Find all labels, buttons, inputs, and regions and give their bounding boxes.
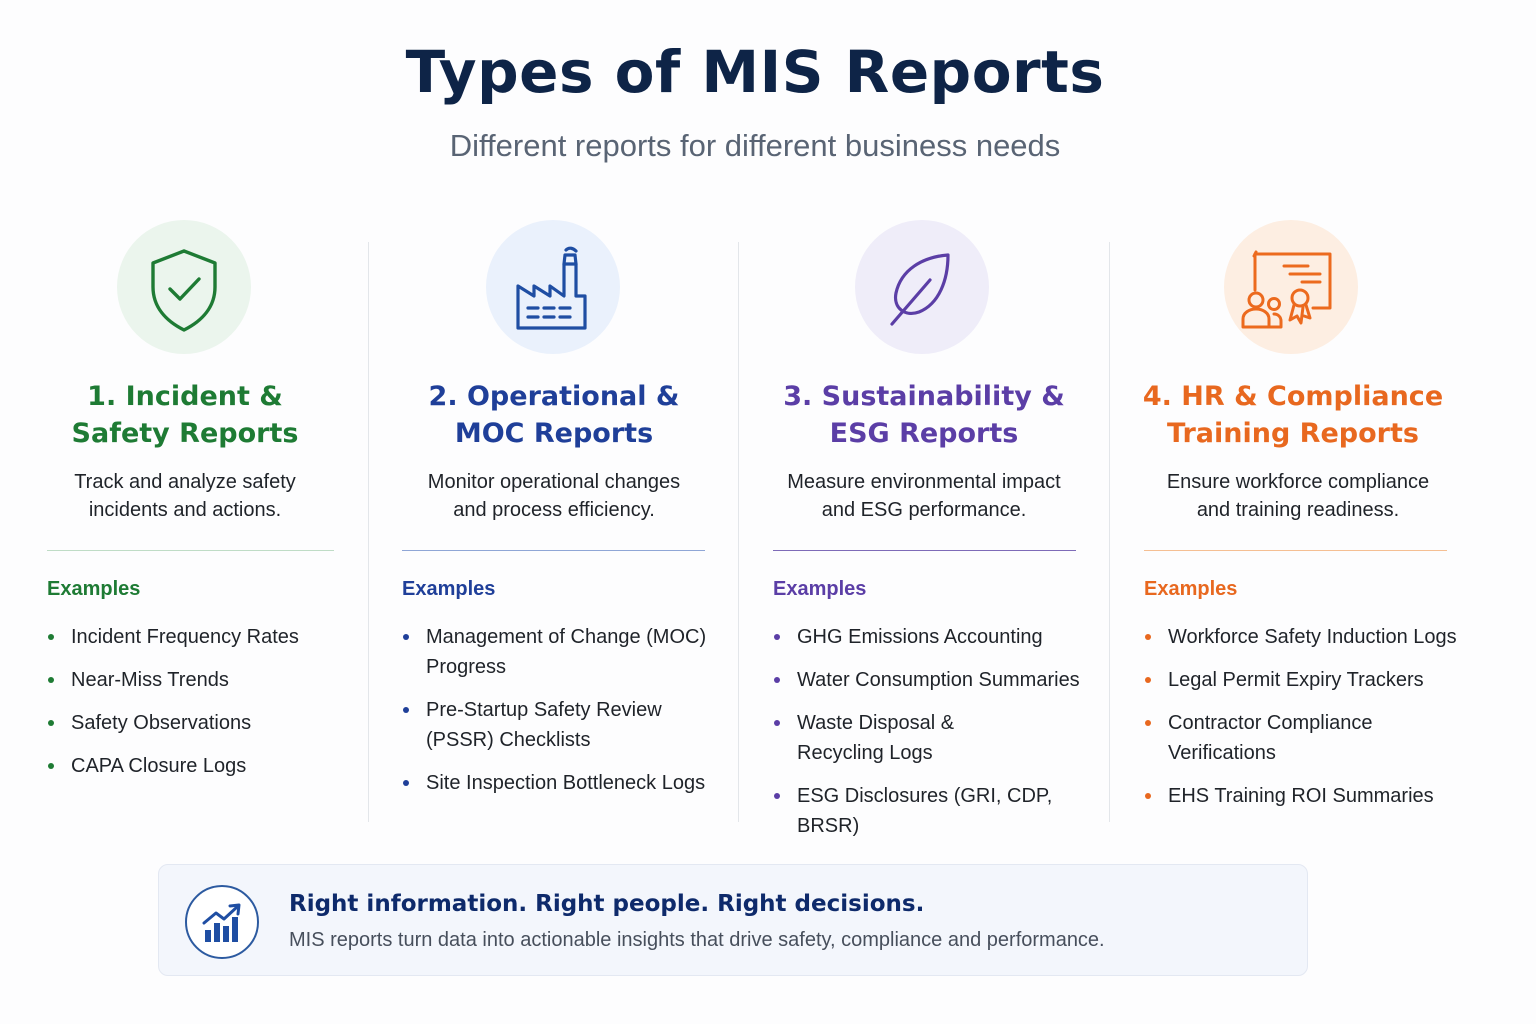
card-description: Track and analyze safety incidents and a… xyxy=(74,471,296,521)
list-item: Safety Observations xyxy=(47,708,362,738)
card-title: 3. Sustainability & ESG Reports xyxy=(783,381,1065,449)
list-item: Legal Permit Expiry Trackers xyxy=(1144,665,1489,695)
bar-chart-growth-icon xyxy=(185,885,259,959)
examples-label: Examples xyxy=(402,578,496,600)
shield-check-icon xyxy=(117,220,251,354)
list-item: Site Inspection Bottleneck Logs xyxy=(402,768,732,798)
card-description: Ensure workforce compliance and training… xyxy=(1166,471,1430,521)
training-certificate-icon xyxy=(1224,220,1358,354)
report-card-incident-safety: 1. Incident & Safety Reports Track and a… xyxy=(0,220,368,820)
leaf-icon xyxy=(855,220,989,354)
examples-list: GHG Emissions Accounting Water Consumpti… xyxy=(773,622,1105,841)
list-item: Pre-Startup Safety Review (PSSR) Checklis… xyxy=(402,695,732,755)
column-divider xyxy=(1109,242,1110,822)
list-item: Incident Frequency Rates xyxy=(47,622,362,652)
examples-label: Examples xyxy=(1144,578,1238,600)
list-item: Contractor Compliance Verifications xyxy=(1144,708,1489,768)
list-item: Water Consumption Summaries xyxy=(773,665,1105,695)
examples-label: Examples xyxy=(47,578,141,600)
list-item: Near-Miss Trends xyxy=(47,665,362,695)
examples-list: Incident Frequency Rates Near-Miss Trend… xyxy=(47,622,362,781)
list-item: CAPA Closure Logs xyxy=(47,751,362,781)
card-description: Monitor operational changes and process … xyxy=(427,471,681,521)
page-subtitle: Different reports for different business… xyxy=(449,128,1061,163)
list-item: Management of Change (MOC) Progress xyxy=(402,622,732,682)
column-divider xyxy=(738,242,739,822)
footer-title: Right information. Right people. Right d… xyxy=(289,891,925,917)
examples-list: Management of Change (MOC) Progress Pre-S… xyxy=(402,622,732,798)
list-item: EHS Training ROI Summaries xyxy=(1144,781,1489,811)
footer-text: MIS reports turn data into actionable in… xyxy=(289,929,1105,951)
report-card-sustainability-esg: 3. Sustainability & ESG Reports Measure … xyxy=(739,220,1109,837)
card-title: 1. Incident & Safety Reports xyxy=(71,381,299,449)
examples-list: Workforce Safety Induction Logs Legal Pe… xyxy=(1144,622,1489,811)
list-item: ESG Disclosures (GRI, CDP, BRSR) xyxy=(773,781,1105,841)
card-rule xyxy=(1144,550,1447,551)
card-rule xyxy=(47,550,334,551)
card-title: 4. HR & Compliance Training Reports xyxy=(1142,381,1444,449)
card-title: 2. Operational & MOC Reports xyxy=(428,381,680,449)
list-item: GHG Emissions Accounting xyxy=(773,622,1105,652)
factory-icon xyxy=(486,220,620,354)
card-rule xyxy=(402,550,705,551)
column-divider xyxy=(368,242,369,822)
examples-label: Examples xyxy=(773,578,867,600)
list-item: Waste Disposal & Recycling Logs xyxy=(773,708,1105,768)
page-title: Types of MIS Reports xyxy=(405,38,1105,106)
list-item: Workforce Safety Induction Logs xyxy=(1144,622,1489,652)
report-card-operational-moc: 2. Operational & MOC Reports Monitor ope… xyxy=(369,220,738,820)
card-rule xyxy=(773,550,1076,551)
report-card-hr-compliance: 4. HR & Compliance Training Reports Ensu… xyxy=(1110,220,1510,820)
footer-banner: Right information. Right people. Right d… xyxy=(158,864,1308,976)
card-description: Measure environmental impact and ESG per… xyxy=(787,471,1061,521)
